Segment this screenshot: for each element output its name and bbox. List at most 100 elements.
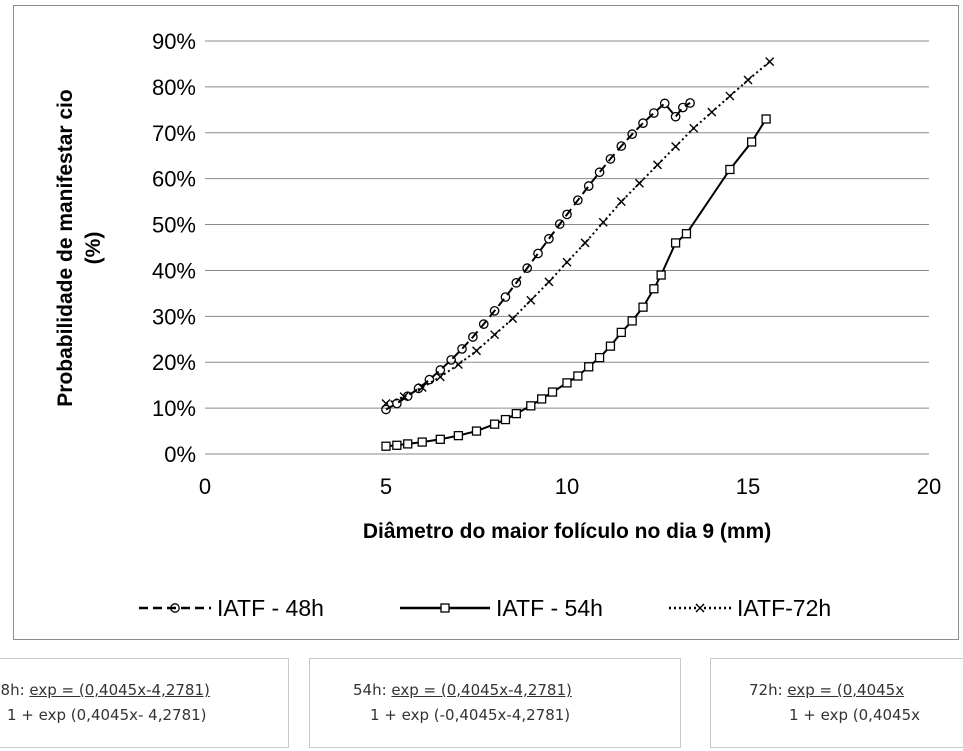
x-tick-label: 20 xyxy=(917,474,941,499)
legend-label: IATF - 48h xyxy=(217,595,324,621)
equation-72h-numerator: exp = (0,4045x xyxy=(787,681,905,699)
data-point xyxy=(670,238,681,248)
data-point xyxy=(547,387,558,397)
data-point xyxy=(457,344,467,354)
data-point xyxy=(544,233,554,244)
data-point xyxy=(659,98,670,109)
data-point xyxy=(508,314,518,324)
data-point xyxy=(743,75,753,85)
data-point xyxy=(573,371,583,381)
data-point xyxy=(653,160,662,170)
data-point xyxy=(580,238,590,248)
data-point xyxy=(526,295,536,305)
y-tick-label: 30% xyxy=(152,304,196,329)
data-point xyxy=(562,378,572,388)
data-point xyxy=(594,167,605,178)
data-point xyxy=(685,98,695,108)
gridlines xyxy=(205,40,929,455)
series-2 xyxy=(381,57,775,409)
data-point xyxy=(649,108,659,118)
y-tick-label: 80% xyxy=(152,75,196,100)
data-point xyxy=(605,154,616,164)
data-point xyxy=(511,408,521,419)
data-point xyxy=(424,374,435,385)
x-tick-label: 10 xyxy=(555,474,579,499)
data-point xyxy=(638,118,648,128)
data-point xyxy=(746,137,757,147)
series-0 xyxy=(381,98,695,415)
y-tick-label: 90% xyxy=(152,29,196,54)
y-tick-label: 20% xyxy=(152,350,196,375)
legend: IATF - 48h IATF - 54h IATF-72h xyxy=(139,595,831,621)
data-point xyxy=(435,365,446,375)
series-line xyxy=(385,60,771,405)
data-point xyxy=(671,142,681,152)
equation-box-48h: 48h: exp = (0,4045x-4,2781) 1 + exp (0,4… xyxy=(0,658,289,748)
data-point xyxy=(573,195,583,206)
data-point xyxy=(453,360,463,370)
legend-item-1: IATF - 54h xyxy=(400,595,603,621)
equation-box-54h: 54h: exp = (0,4045x-4,2781) 1 + exp (-0,… xyxy=(309,658,681,748)
legend-swatch-marker xyxy=(695,603,705,613)
data-point xyxy=(471,426,482,436)
data-point xyxy=(381,404,391,415)
data-point xyxy=(598,217,608,227)
data-point xyxy=(681,229,692,239)
data-point xyxy=(594,352,605,363)
equation-48h-numerator: exp = (0,4045x-4,2781) xyxy=(29,681,210,699)
data-point xyxy=(656,270,666,280)
data-point xyxy=(616,197,626,207)
equation-48h-prefix: 48h: xyxy=(0,681,25,699)
data-point xyxy=(584,362,594,372)
data-point xyxy=(526,401,536,411)
legend-label: IATF-72h xyxy=(737,595,831,621)
chart-svg: 0% 10% 20% 30% 40% 50% 60% 70% 80% 90% 0 5 10 15 20 Pr… xyxy=(54,29,941,621)
data-point xyxy=(500,292,511,302)
series-line xyxy=(385,101,691,411)
data-point xyxy=(634,178,644,188)
data-point xyxy=(417,437,427,447)
y-axis-label-line1: Probabilidade de manifestar cio xyxy=(54,89,77,406)
y-tick-label: 0% xyxy=(164,442,196,467)
data-point xyxy=(472,346,481,356)
data-point xyxy=(605,341,616,351)
series-layer xyxy=(381,57,775,451)
equation-72h-denominator: 1 + exp (0,4045x xyxy=(789,706,920,724)
y-axis-label-line2: (%) xyxy=(82,232,105,265)
x-tick-label: 0 xyxy=(199,474,211,499)
equation-54h-denominator: 1 + exp (-0,4045x-4,2781) xyxy=(370,706,571,724)
equation-72h-prefix: 72h: xyxy=(749,681,788,699)
data-point xyxy=(446,355,457,365)
legend-label: IATF - 54h xyxy=(496,595,603,621)
tick-labels: 0% 10% 20% 30% 40% 50% 60% 70% 80% 90% 0 5 10 15 20 xyxy=(152,29,941,499)
data-point xyxy=(468,332,478,342)
series-1 xyxy=(381,114,771,451)
data-point xyxy=(399,392,409,402)
data-point xyxy=(638,302,648,312)
data-point xyxy=(677,102,688,113)
data-point xyxy=(403,439,413,449)
x-tick-label: 15 xyxy=(736,474,760,499)
x-axis-label: Diâmetro do maior folículo no dia 9 (mm) xyxy=(363,520,771,543)
data-point xyxy=(707,107,717,117)
equation-48h-denominator: 1 + exp (0,4045x- 4,2781) xyxy=(7,706,207,724)
y-tick-label: 60% xyxy=(152,167,196,192)
data-point xyxy=(500,414,511,425)
data-point xyxy=(490,330,500,340)
data-point xyxy=(417,382,427,392)
data-point xyxy=(544,277,554,287)
data-point xyxy=(537,394,547,404)
legend-swatch-marker xyxy=(440,603,450,613)
y-tick-label: 40% xyxy=(152,258,196,283)
data-point xyxy=(616,141,627,151)
data-point xyxy=(554,219,565,229)
data-point xyxy=(453,430,464,441)
y-tick-label: 70% xyxy=(152,121,196,146)
y-tick-label: 50% xyxy=(152,213,196,238)
data-point xyxy=(489,419,500,429)
data-point xyxy=(627,316,637,326)
legend-item-2: IATF-72h xyxy=(669,595,831,621)
data-point xyxy=(478,319,489,329)
equation-54h-prefix: 54h: xyxy=(353,681,392,699)
data-point xyxy=(627,129,638,140)
